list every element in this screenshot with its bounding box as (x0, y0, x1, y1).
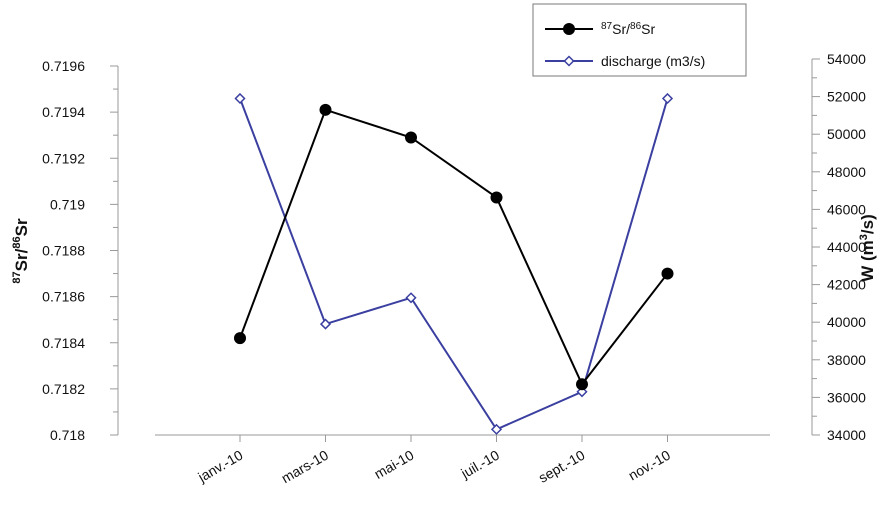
sr-ratio-point (319, 103, 332, 116)
right-tick-label: 54000 (827, 51, 866, 67)
left-axis-ticks: 0.718 0.7182 0.7184 0.7186 0.7188 0.719 0.7192… (42, 58, 118, 443)
legend-marker-discharge (563, 55, 575, 67)
x-tick-label: juil.-10 (457, 447, 502, 482)
discharge-point (661, 92, 674, 105)
sr-ratio-point (234, 332, 246, 345)
right-axis-ticks: 34000 36000 38000 40000 42000 44000 46000 48000… (812, 51, 866, 443)
plot-area (234, 92, 674, 435)
x-tick-label: mars-10 (279, 447, 332, 487)
right-axis: 34000 36000 38000 40000 42000 44000 46000 48000… (811, 51, 866, 443)
right-tick-label: 40000 (827, 314, 866, 330)
discharge-line (239, 98, 669, 431)
right-tick-label: 36000 (827, 389, 866, 405)
legend-marker-sr (563, 23, 575, 35)
discharge-point (490, 423, 503, 435)
left-tick-label: 0.7196 (42, 58, 85, 74)
legend: 87Sr/86Sr discharge (m3/s) (532, 3, 747, 77)
x-axis-ticks: janv.-10 mars-10 mai-10 juil.-10 sept.-10 nov… (194, 435, 673, 486)
left-tick-label: 0.7192 (42, 150, 85, 166)
left-tick-label: 0.7194 (42, 104, 85, 120)
x-tick-label: sept.-10 (536, 447, 588, 486)
right-tick-label: 38000 (827, 352, 866, 368)
discharge-point (234, 92, 246, 105)
right-tick-label: 42000 (827, 277, 866, 293)
discharge-point (319, 318, 332, 330)
right-tick-label: 48000 (827, 164, 866, 180)
left-tick-label: 0.7184 (42, 335, 85, 351)
sr-ratio-point (661, 267, 674, 280)
sr-ratio-point (576, 378, 588, 391)
right-tick-label: 34000 (827, 427, 866, 443)
left-tick-label: 0.719 (50, 196, 85, 212)
right-tick-label: 44000 (827, 239, 866, 255)
left-tick-label: 0.7188 (42, 243, 85, 259)
sr-ratio-line (239, 108, 669, 387)
sr-ratio-point (405, 131, 417, 144)
discharge-point (405, 292, 417, 304)
left-axis: 0.718 0.7182 0.7184 0.7186 0.7188 0.719 0.7192… (42, 58, 119, 443)
x-tick-label: janv.-10 (194, 447, 245, 486)
x-tick-label: nov.-10 (625, 447, 673, 484)
legend-label-discharge: discharge (m3/s) (601, 53, 705, 69)
right-tick-label: 46000 (827, 201, 866, 217)
right-tick-label: 52000 (827, 89, 866, 105)
left-tick-label: 0.7186 (42, 289, 85, 305)
sr-ratio-point (490, 191, 503, 204)
right-axis-title: W (m3/s) (858, 214, 877, 282)
left-tick-label: 0.718 (50, 427, 85, 443)
legend-label-sr: 87Sr/86Sr (601, 21, 655, 37)
x-tick-label: mai-10 (371, 447, 416, 482)
right-tick-label: 50000 (827, 126, 866, 142)
left-axis-title: 87Sr/86Sr (11, 218, 31, 284)
left-tick-label: 0.7182 (42, 381, 85, 397)
